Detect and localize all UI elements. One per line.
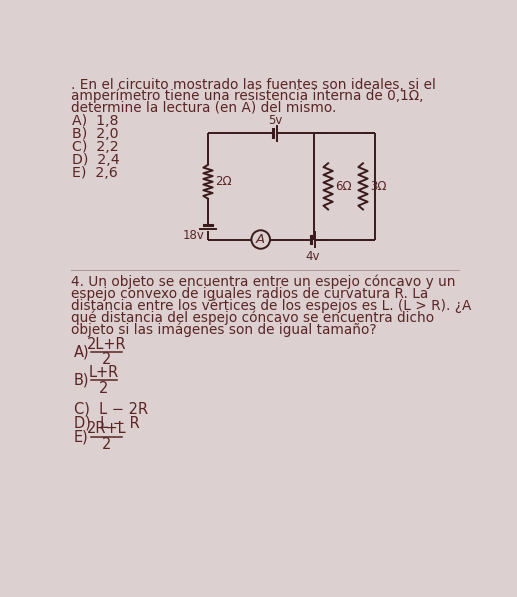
Text: amperímetro tiene una resistencia interna de 0,1Ω,: amperímetro tiene una resistencia intern…: [71, 89, 423, 103]
Text: 3Ω: 3Ω: [370, 180, 387, 193]
Text: B): B): [74, 373, 89, 388]
Text: 2: 2: [99, 381, 109, 396]
Text: 6Ω: 6Ω: [335, 180, 352, 193]
Text: determine la lectura (en A) del mismo.: determine la lectura (en A) del mismo.: [71, 100, 336, 114]
Text: . En el circuito mostrado las fuentes son ideales, si el: . En el circuito mostrado las fuentes so…: [71, 78, 436, 92]
Text: objeto si las imágenes son de igual tamaño?: objeto si las imágenes son de igual tama…: [71, 322, 376, 337]
Text: C)  L − 2R: C) L − 2R: [74, 401, 148, 416]
Text: 2: 2: [102, 352, 111, 367]
Text: 5v: 5v: [268, 114, 283, 127]
Text: 4. Un objeto se encuentra entre un espejo cóncavo y un: 4. Un objeto se encuentra entre un espej…: [71, 275, 455, 290]
Text: E): E): [74, 429, 89, 444]
Text: L+R: L+R: [88, 365, 119, 380]
Text: espejo convexo de iguales radios de curvatura R. La: espejo convexo de iguales radios de curv…: [71, 287, 428, 301]
Text: A): A): [74, 344, 89, 359]
Text: distancia entre los vértices de los espejos es L. (L > R). ¿A: distancia entre los vértices de los espe…: [71, 298, 471, 313]
Text: A: A: [256, 233, 265, 246]
Text: 4v: 4v: [306, 250, 320, 263]
Text: C)  2,2: C) 2,2: [72, 140, 119, 154]
Text: 2R+L: 2R+L: [87, 421, 126, 436]
Text: qué distancia del espejo cóncavo se encuentra dicho: qué distancia del espejo cóncavo se encu…: [71, 310, 434, 325]
Text: A)  1,8: A) 1,8: [72, 114, 119, 128]
Text: 2Ω: 2Ω: [215, 176, 232, 188]
Text: 18v: 18v: [183, 229, 205, 242]
Text: D)  L − R: D) L − R: [74, 415, 140, 430]
Text: 2: 2: [102, 437, 111, 452]
Text: D)  2,4: D) 2,4: [72, 153, 120, 167]
Text: 2L+R: 2L+R: [87, 337, 126, 352]
Text: B)  2,0: B) 2,0: [72, 127, 119, 141]
Text: E)  2,6: E) 2,6: [72, 167, 118, 180]
